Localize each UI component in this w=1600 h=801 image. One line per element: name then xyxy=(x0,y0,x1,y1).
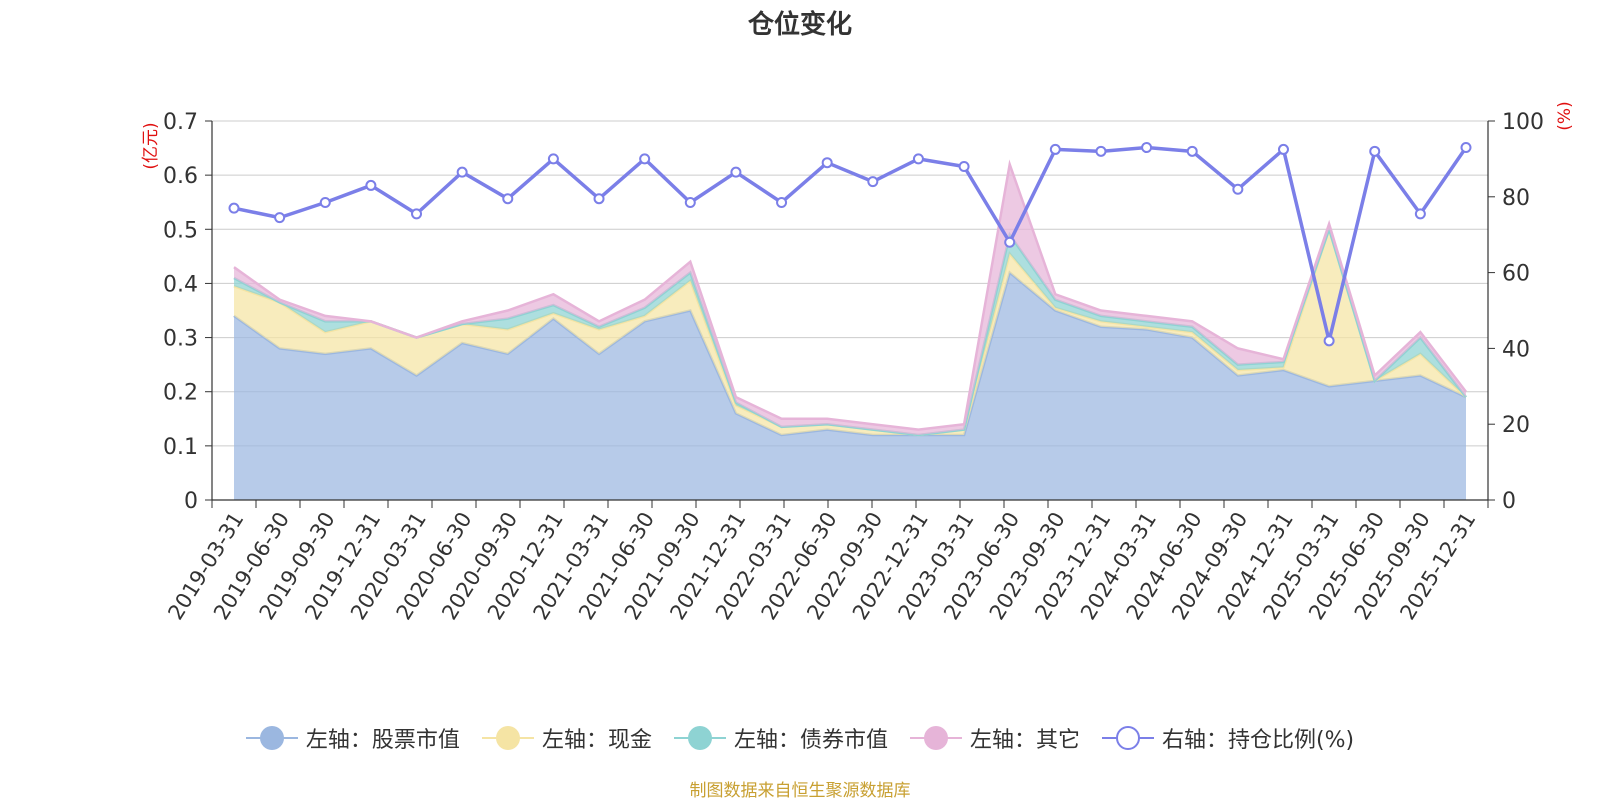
y-left-tick-label: 0 xyxy=(184,489,198,514)
ratio-point xyxy=(912,153,924,165)
y-right-tick-label: 100 xyxy=(1502,110,1544,135)
legend-cash-dot xyxy=(495,726,520,750)
ratio-point xyxy=(1232,183,1244,195)
y-right-tick-label: 40 xyxy=(1502,337,1530,362)
line-layer xyxy=(228,142,1472,347)
y-left-tick-label: 0.4 xyxy=(163,272,198,297)
y-right-tick-label: 80 xyxy=(1502,186,1530,211)
legend-other-dot xyxy=(923,726,948,750)
y-left-tick-label: 0.5 xyxy=(163,218,198,243)
area-1 xyxy=(234,229,1466,436)
y-right-axis-label: (%) xyxy=(1555,101,1575,130)
ratio-point xyxy=(776,196,788,208)
ratio-point xyxy=(456,166,468,178)
legend-item-bond[interactable]: 左轴：债券市值 xyxy=(673,722,888,754)
y-right-tick-label: 60 xyxy=(1502,262,1530,287)
ratio-point xyxy=(1049,143,1061,155)
legend-item-cash[interactable]: 左轴：现金 xyxy=(481,722,652,754)
ratio-point xyxy=(684,196,696,208)
y-left-axis-label: (亿元) xyxy=(141,122,161,169)
legend-item-other[interactable]: 左轴：其它 xyxy=(909,722,1080,754)
ratio-point xyxy=(1141,142,1153,154)
area-0 xyxy=(234,272,1466,500)
y-right-tick-label: 0 xyxy=(1502,489,1516,514)
ratio-point xyxy=(1460,142,1472,154)
ratio-point xyxy=(319,196,331,208)
ratio-point xyxy=(1414,208,1426,220)
legend-ratio-icon xyxy=(1101,725,1154,751)
ratio-point xyxy=(502,193,514,205)
y-left-tick-label: 0.7 xyxy=(163,110,198,135)
legend-cash-icon xyxy=(481,725,534,751)
area-edge-3 xyxy=(233,159,1467,431)
legend-other-icon xyxy=(909,725,962,751)
ratio-point xyxy=(730,166,742,178)
legend-bond-label: 左轴：债券市值 xyxy=(733,728,888,753)
y-left-tick-label: 0.1 xyxy=(163,435,198,460)
y-left-tick-label: 0.3 xyxy=(163,327,198,352)
ratio-point xyxy=(547,153,559,165)
ratio-point xyxy=(1186,145,1198,157)
legend-item-stock[interactable]: 左轴：股票市值 xyxy=(245,722,460,754)
legend-bond-dot xyxy=(687,726,712,750)
ratio-point xyxy=(365,179,377,191)
ratio-point xyxy=(228,202,240,214)
ratio-point xyxy=(1277,143,1289,155)
ratio-point xyxy=(958,160,970,172)
legend-stock-dot xyxy=(259,726,284,750)
ratio-point xyxy=(821,157,833,169)
chart-title: 仓位变化 xyxy=(747,10,852,40)
legend: 左轴：股票市值 左轴：现金 左轴：债券市值 左轴：其它 右轴：持仓比例(%) xyxy=(0,718,1600,758)
ratio-point xyxy=(1004,236,1016,248)
ratio-point xyxy=(867,176,879,188)
y-left-tick-label: 0.2 xyxy=(163,381,198,406)
ratio-point xyxy=(274,212,286,224)
ratio-point xyxy=(593,193,605,205)
ratio-point xyxy=(1323,335,1335,347)
legend-ratio-dot xyxy=(1115,726,1140,750)
legend-stock-icon xyxy=(245,725,298,751)
ratio-point xyxy=(1369,145,1381,157)
ratio-point xyxy=(639,153,651,165)
legend-bond-icon xyxy=(673,725,726,751)
ratio-point xyxy=(1095,145,1107,157)
legend-stock-label: 左轴：股票市值 xyxy=(305,728,460,753)
y-right-tick-label: 20 xyxy=(1502,413,1530,438)
legend-cash-label: 左轴：现金 xyxy=(541,728,652,753)
legend-other-label: 左轴：其它 xyxy=(969,728,1080,753)
y-left-tick-label: 0.6 xyxy=(163,164,198,189)
legend-item-ratio[interactable]: 右轴：持仓比例(%) xyxy=(1101,722,1355,754)
legend-ratio-label: 右轴：持仓比例(%) xyxy=(1161,728,1355,753)
ratio-point xyxy=(411,208,423,220)
area-layer xyxy=(233,159,1467,500)
ratio-line xyxy=(233,145,1468,343)
source-footer: 制图数据来自恒生聚源数据库 xyxy=(689,781,911,801)
